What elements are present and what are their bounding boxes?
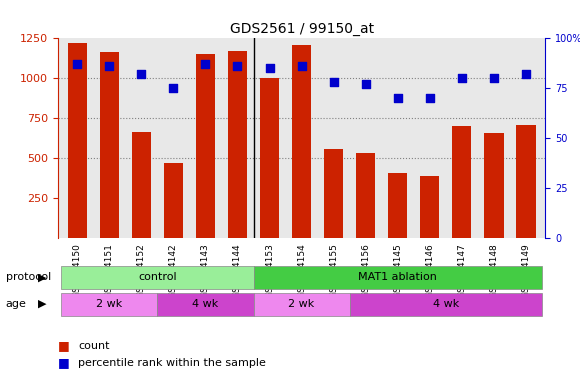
- Point: [393, 95, 403, 101]
- Point: [329, 79, 338, 85]
- Bar: [68, 43, 87, 238]
- Bar: [164, 163, 183, 238]
- Point: [265, 65, 274, 71]
- Point: [490, 75, 499, 81]
- Point: [169, 85, 178, 91]
- FancyBboxPatch shape: [61, 266, 253, 289]
- Text: percentile rank within the sample: percentile rank within the sample: [78, 358, 266, 368]
- Bar: [356, 152, 375, 238]
- Point: [201, 61, 210, 68]
- Bar: [132, 132, 151, 238]
- Text: MAT1 ablation: MAT1 ablation: [358, 272, 437, 283]
- Point: [457, 75, 466, 81]
- Bar: [196, 54, 215, 238]
- Point: [425, 95, 434, 101]
- Text: 2 wk: 2 wk: [288, 299, 315, 310]
- Text: ■: ■: [58, 356, 74, 369]
- Bar: [388, 174, 407, 238]
- Point: [104, 63, 114, 70]
- Bar: [260, 78, 279, 238]
- Text: ▶: ▶: [38, 272, 46, 282]
- Bar: [324, 149, 343, 238]
- Point: [233, 63, 242, 70]
- Text: 4 wk: 4 wk: [433, 299, 459, 310]
- Bar: [420, 176, 440, 238]
- Bar: [292, 45, 311, 238]
- FancyBboxPatch shape: [253, 266, 542, 289]
- Point: [361, 81, 371, 88]
- FancyBboxPatch shape: [61, 293, 157, 316]
- Text: 2 wk: 2 wk: [96, 299, 122, 310]
- FancyBboxPatch shape: [157, 293, 253, 316]
- FancyBboxPatch shape: [350, 293, 542, 316]
- Text: control: control: [138, 272, 177, 283]
- Title: GDS2561 / 99150_at: GDS2561 / 99150_at: [230, 22, 374, 36]
- Text: 4 wk: 4 wk: [193, 299, 219, 310]
- Bar: [516, 126, 535, 238]
- Point: [72, 61, 82, 68]
- Text: ■: ■: [58, 339, 74, 352]
- Point: [137, 71, 146, 78]
- Text: protocol: protocol: [6, 272, 51, 282]
- Bar: [100, 52, 119, 238]
- FancyBboxPatch shape: [253, 293, 350, 316]
- Point: [297, 63, 306, 70]
- Text: age: age: [6, 299, 27, 309]
- Point: [521, 71, 531, 78]
- Bar: [484, 132, 503, 238]
- Bar: [228, 51, 247, 238]
- Text: count: count: [78, 341, 110, 351]
- Text: ▶: ▶: [38, 299, 46, 309]
- Bar: [452, 126, 472, 238]
